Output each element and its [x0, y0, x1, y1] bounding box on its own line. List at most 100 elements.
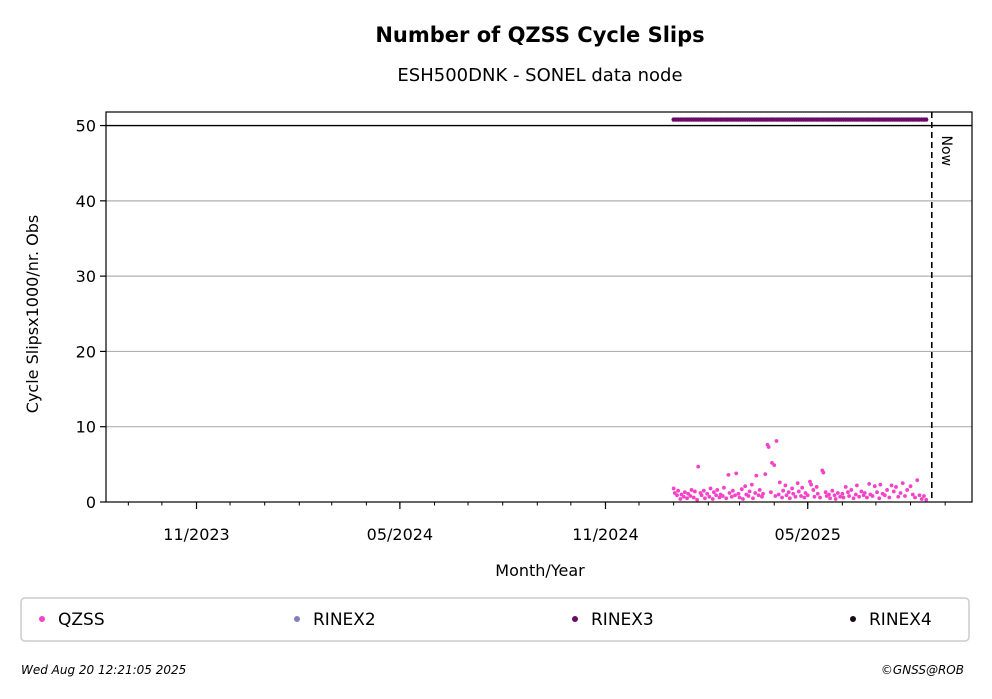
qzss-point — [734, 471, 739, 476]
qzss-point — [898, 491, 903, 495]
legend-marker-rinex4 — [850, 616, 856, 622]
qzss-point — [692, 489, 697, 494]
qzss-point — [777, 480, 782, 485]
y-tick-label: 0 — [86, 493, 96, 512]
legend-label-qzss: QZSS — [58, 610, 105, 630]
qzss-point — [849, 488, 854, 492]
qzss-point — [877, 496, 882, 501]
legend-box — [20, 597, 970, 642]
qzss-point — [703, 496, 707, 501]
legend-label-rinex3: RINEX3 — [591, 610, 654, 630]
y-axis-label: Cycle Slipsx1000/nr. Obs — [23, 215, 42, 413]
qzss-point — [833, 497, 838, 501]
qzss-point — [799, 494, 803, 498]
qzss-point — [787, 496, 792, 501]
qzss-point — [730, 488, 735, 493]
qzss-point — [913, 495, 917, 500]
qzss-point — [773, 494, 778, 498]
qzss-point — [836, 491, 840, 495]
qzss-point — [781, 488, 786, 493]
qzss-point — [862, 491, 867, 495]
qzss-point — [780, 495, 784, 500]
legend-marker-qzss — [39, 616, 45, 622]
qzss-point — [682, 490, 687, 495]
qzss-point — [676, 488, 681, 493]
qzss-point — [746, 494, 751, 498]
qzss-point — [889, 483, 894, 488]
qzss-point — [924, 497, 929, 502]
qzss-point — [763, 472, 768, 477]
qzss-point — [766, 445, 771, 449]
qzss-point — [910, 492, 915, 497]
qzss-point — [908, 484, 913, 489]
x-axis: 11/2023 05/2024 11/2024 05/2025 — [127, 502, 946, 544]
y-tick-label: 30 — [76, 267, 96, 286]
qzss-point — [708, 486, 713, 491]
qzss-point — [699, 493, 704, 498]
qzss-point — [784, 493, 789, 498]
qzss-point — [875, 490, 879, 495]
qzss-point — [783, 483, 788, 488]
qzss-point — [919, 497, 924, 501]
qzss-point — [688, 494, 693, 498]
qzss-point — [915, 478, 920, 483]
qzss-point — [726, 472, 731, 477]
qzss-point — [695, 497, 700, 502]
qzss-point — [705, 491, 710, 496]
qzss-point — [891, 489, 896, 494]
qzss-point — [922, 494, 926, 498]
qzss-point — [832, 493, 837, 498]
data-points — [671, 117, 929, 502]
qzss-point — [729, 494, 734, 499]
legend-label-rinex2: RINEX2 — [313, 610, 376, 630]
qzss-point — [753, 491, 758, 495]
qzss-point — [827, 492, 831, 497]
qzss-point — [847, 494, 851, 498]
qzss-point — [843, 485, 848, 489]
qzss-point — [756, 493, 761, 498]
footer-timestamp: Wed Aug 20 12:21:05 2025 — [21, 663, 186, 677]
qzss-point — [736, 491, 741, 496]
qzss-point — [809, 482, 813, 487]
qzss-point — [757, 488, 762, 492]
qzss-point — [802, 495, 807, 500]
qzss-point — [691, 495, 696, 500]
qzss-point — [818, 495, 822, 500]
plot-frame — [105, 111, 973, 503]
qzss-point — [790, 486, 794, 491]
qzss-point — [805, 493, 810, 498]
qzss-point — [800, 485, 805, 490]
qzss-point — [846, 490, 850, 495]
qzss-point — [685, 496, 689, 501]
x-tick-label: 11/2024 — [572, 525, 638, 544]
qzss-point — [887, 495, 892, 500]
qzss-point — [870, 494, 875, 498]
qzss-point — [812, 494, 817, 499]
qzss-point — [678, 497, 683, 501]
x-tick-label: 11/2023 — [163, 525, 229, 544]
x-tick-label: 05/2024 — [367, 525, 433, 544]
qzss-point — [772, 463, 777, 468]
qzss-point — [815, 491, 820, 496]
y-tick-label: 40 — [76, 192, 96, 211]
qzss-point — [793, 494, 798, 499]
qzss-point — [917, 493, 922, 498]
gridlines — [106, 124, 972, 428]
qzss-point — [707, 494, 712, 499]
qzss-point — [710, 497, 715, 501]
qzss-point — [878, 482, 883, 487]
qzss-point — [814, 485, 819, 489]
legend-marker-rinex2 — [294, 616, 300, 622]
qzss-point — [882, 493, 887, 498]
legend-marker-rinex3 — [572, 616, 578, 622]
qzss-point — [808, 479, 812, 484]
qzss-point — [796, 489, 801, 494]
qzss-point — [841, 495, 846, 500]
qzss-point — [896, 494, 901, 499]
qzss-point — [714, 493, 719, 498]
qzss-point — [760, 494, 764, 499]
qzss-point — [823, 490, 828, 495]
qzss-point — [722, 485, 726, 490]
legend: QZSS RINEX2 RINEX3 RINEX4 — [39, 610, 932, 630]
